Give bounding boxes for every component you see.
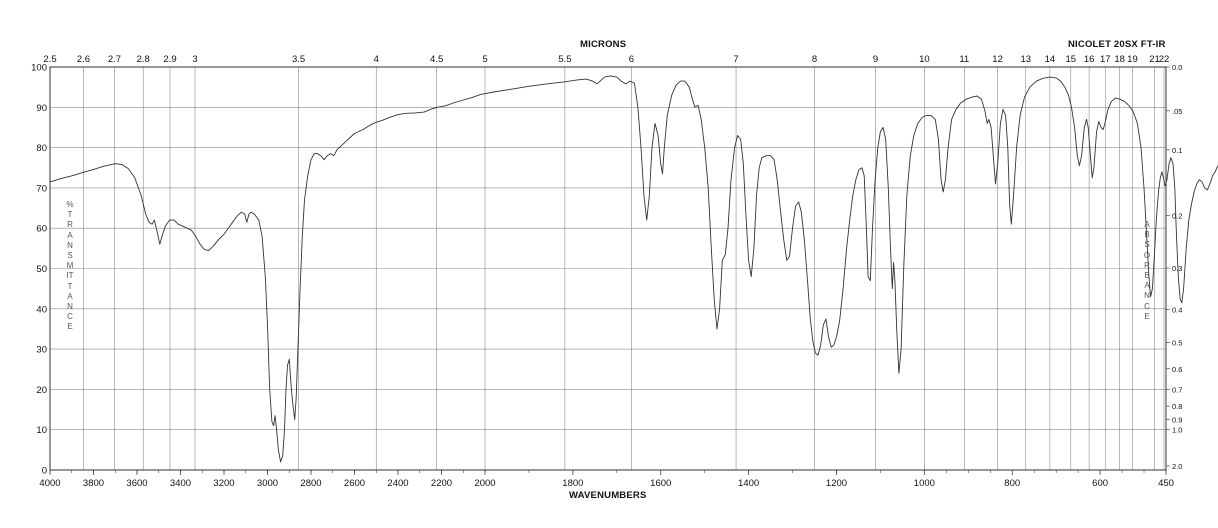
absorbance-tick-label: 0.4 <box>1172 306 1182 315</box>
bottom-axis-title: WAVENUMBERS <box>569 490 647 501</box>
plot-frame <box>49 66 1170 475</box>
micron-tick-label: 8 <box>812 54 817 65</box>
micron-tick-label: 4 <box>374 54 379 65</box>
plot-border <box>49 66 1167 471</box>
wavenumber-tick-label: 450 <box>1158 478 1174 489</box>
transmittance-tick-label: 90 <box>36 103 47 114</box>
absorbance-tick-labels: 0.0 .05 0.1 0.2 0.3 0.4 0.5 0.6 0.7 0.8 0.9 1.0 2.0 <box>1172 63 1182 471</box>
wavenumber-tick-label: 2800 <box>300 478 321 489</box>
transmittance-tick-label: 70 <box>36 183 47 194</box>
wavenumber-tick-label: 1600 <box>650 478 671 489</box>
micron-tick-label: 16 <box>1084 54 1095 65</box>
wavenumber-tick-label: 1200 <box>826 478 847 489</box>
absorbance-tick-label: 0.7 <box>1172 386 1182 395</box>
micron-tick-label: 5.5 <box>558 54 571 65</box>
micron-tick-label: 2.9 <box>163 54 176 65</box>
micron-tick-label: 14 <box>1045 54 1056 65</box>
instrument-label: NICOLET 20SX FT-IR <box>1068 39 1166 50</box>
micron-tick-labels: 2.5 2.6 2.7 2.8 2.9 3 3.5 4 4.5 5 5.5 6 7 8 9 10 11 12 13 1… <box>43 54 1169 65</box>
micron-tick-label: 6 <box>629 54 634 65</box>
wavenumber-tick-label: 3200 <box>213 478 234 489</box>
spectrum-line <box>49 75 1218 463</box>
transmittance-tick-label: 10 <box>36 425 47 436</box>
micron-tick-label: 10 <box>919 54 930 65</box>
wavenumber-tick-label: 2400 <box>387 478 408 489</box>
transmittance-tick-label: 80 <box>36 143 47 154</box>
absorbance-tick-label: 0.3 <box>1172 264 1182 273</box>
micron-tick-label: 13 <box>1020 54 1031 65</box>
absorbance-tick-label: .05 <box>1172 107 1182 116</box>
absorbance-tick-label: 1.0 <box>1172 426 1182 435</box>
micron-tick-label: 21 <box>1149 54 1160 65</box>
micron-tick-label: 15 <box>1066 54 1077 65</box>
absorbance-tick-label: 0.2 <box>1172 212 1182 221</box>
right-axis-label: ABSORBANCE <box>1143 220 1151 321</box>
absorbance-tick-label: 0.0 <box>1172 63 1182 72</box>
transmittance-tick-label: 50 <box>36 264 47 275</box>
wavenumber-tick-label: 2600 <box>344 478 365 489</box>
micron-tick-label: 17 <box>1100 54 1111 65</box>
absorbance-tick-label: 0.6 <box>1172 365 1182 374</box>
micron-tick-label: 3.5 <box>292 54 305 65</box>
absorbance-tick-label: 0.5 <box>1172 339 1182 348</box>
micron-tick-label: 3 <box>192 54 197 65</box>
top-axis-title: MICRONS <box>580 39 627 50</box>
transmittance-tick-label: 0 <box>42 466 47 477</box>
micron-tick-label: 19 <box>1127 54 1138 65</box>
wavenumber-tick-labels: 4000 3800 3600 3400 3200 3000 2800 2600 2400 2200… <box>39 478 1174 489</box>
micron-tick-label: 22 <box>1159 54 1170 65</box>
absorbance-tick-label: 0.8 <box>1172 402 1182 411</box>
wavenumber-tick-label: 3400 <box>170 478 191 489</box>
wavenumber-tick-label: 3600 <box>126 478 147 489</box>
transmittance-tick-label: 60 <box>36 224 47 235</box>
wavenumber-tick-label: 3000 <box>257 478 278 489</box>
wavenumber-tick-label: 800 <box>1004 478 1020 489</box>
grid-layer <box>49 66 1166 471</box>
micron-tick-label: 4.5 <box>430 54 443 65</box>
transmittance-tick-label: 20 <box>36 385 47 396</box>
wavenumber-tick-label: 1000 <box>914 478 935 489</box>
transmittance-tick-label: 40 <box>36 304 47 315</box>
wavenumber-tick-label: 1400 <box>738 478 759 489</box>
micron-tick-label: 2.8 <box>137 54 150 65</box>
wavenumber-tick-label: 1800 <box>562 478 583 489</box>
micron-tick-label: 12 <box>992 54 1003 65</box>
wavenumber-tick-label: 4000 <box>39 478 60 489</box>
micron-tick-label: 7 <box>733 54 738 65</box>
transmittance-tick-label: 100 <box>31 63 47 74</box>
absorbance-tick-label: 2.0 <box>1172 462 1182 471</box>
micron-tick-label: 9 <box>873 54 878 65</box>
wavenumber-tick-label: 3800 <box>83 478 104 489</box>
micron-tick-label: 2.5 <box>43 54 56 65</box>
absorbance-tick-label: 0.1 <box>1172 146 1182 155</box>
wavenumber-tick-label: 2000 <box>474 478 495 489</box>
transmittance-tick-labels: 0 10 20 30 40 50 60 70 80 90 100 <box>31 63 47 477</box>
wavenumber-tick-label: 2200 <box>431 478 452 489</box>
micron-tick-label: 11 <box>959 54 969 65</box>
wavenumber-tick-label: 600 <box>1092 478 1108 489</box>
absorbance-tick-label: 0.9 <box>1172 415 1182 424</box>
micron-tick-label: 2.7 <box>108 54 121 65</box>
micron-tick-label: 18 <box>1114 54 1125 65</box>
micron-tick-label: 2.6 <box>77 54 90 65</box>
transmittance-tick-label: 30 <box>36 345 47 356</box>
micron-tick-label: 5 <box>482 54 487 65</box>
left-axis-label: %TRANSMITTANCE <box>66 200 74 332</box>
